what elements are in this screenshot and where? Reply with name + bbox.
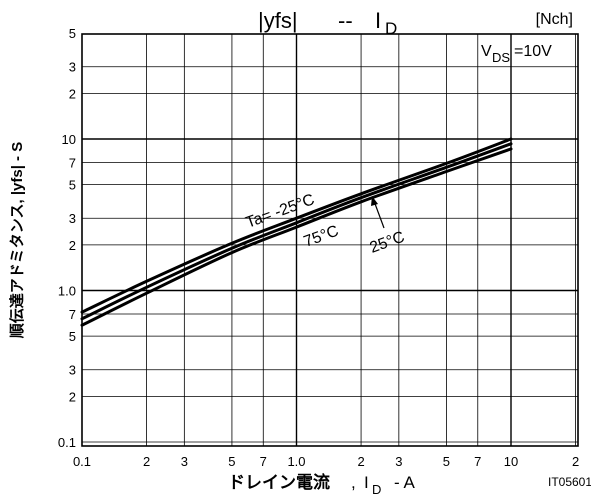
x-tick-label: 3 [395, 454, 402, 469]
y-tick-label: 5 [69, 329, 76, 344]
series-label-25-arrowhead [371, 196, 378, 206]
x-tick-label: 2 [572, 454, 579, 469]
series-layer [80, 137, 513, 327]
x-tick-label: 2 [143, 454, 150, 469]
x-label-main: I [364, 473, 369, 492]
condition-ds: DS [492, 50, 510, 65]
chart-title: |yfs| -- I D [258, 8, 397, 38]
tick-labels: 0.1 2 3 5 7 1.0 2 3 5 7 10 2 0.1 2 3 5 7 1.0 2 3 5 7 10 2 3 5 [58, 26, 579, 469]
y-tick-label: 0.1 [58, 435, 76, 450]
title-id-sub: D [385, 19, 397, 38]
y-tick-label: 5 [69, 178, 76, 193]
x-tick-label: 7 [260, 454, 267, 469]
y-tick-label: 7 [69, 307, 76, 322]
series-line-2 [80, 147, 513, 327]
series-line-1 [80, 142, 513, 321]
grid-layer [82, 34, 578, 446]
y-tick-label: 2 [69, 86, 76, 101]
y-tick-label: 3 [69, 363, 76, 378]
y-tick-label: 3 [69, 211, 76, 226]
x-tick-label: 2 [357, 454, 364, 469]
y-tick-label: 2 [69, 389, 76, 404]
series-label-75: 75°C [302, 223, 341, 251]
x-tick-label: 10 [504, 454, 518, 469]
title-sep: -- [338, 8, 353, 33]
y-tick-label: 10 [62, 132, 76, 147]
title-id-main: I [375, 8, 381, 33]
series-line-0 [80, 137, 513, 314]
y-axis-label: 順伝達アドミタンス, |yfs| - S [8, 142, 26, 339]
condition-label: V DS =10V [481, 43, 552, 65]
y-tick-label: 5 [69, 26, 76, 41]
x-label-sep: , [351, 473, 356, 492]
figure-id: IT05601 [548, 475, 591, 489]
y-tick-label: 1.0 [58, 284, 76, 299]
x-tick-label: 5 [443, 454, 450, 469]
x-label-jp: ドレイン電流 [228, 472, 330, 492]
title-yfs: |yfs| [258, 8, 298, 33]
x-tick-label: 3 [181, 454, 188, 469]
x-tick-label: 7 [474, 454, 481, 469]
x-label-unit: - A [394, 473, 415, 492]
x-axis-label: ドレイン電流 , I D - A [228, 472, 415, 497]
condition-v: V [481, 43, 492, 60]
condition-value: =10V [514, 43, 552, 60]
x-tick-label: 1.0 [287, 454, 305, 469]
plot-frame [81, 33, 579, 447]
channel-label: [Nch] [536, 11, 573, 28]
x-tick-label: 5 [228, 454, 235, 469]
y-tick-label: 2 [69, 238, 76, 253]
series-label-25-pointer [373, 200, 385, 229]
x-tick-label: 0.1 [73, 454, 91, 469]
y-tick-label: 7 [69, 155, 76, 170]
y-tick-label: 3 [69, 60, 76, 75]
series-label-25: 25°C [368, 229, 407, 257]
x-label-sub: D [372, 482, 381, 497]
